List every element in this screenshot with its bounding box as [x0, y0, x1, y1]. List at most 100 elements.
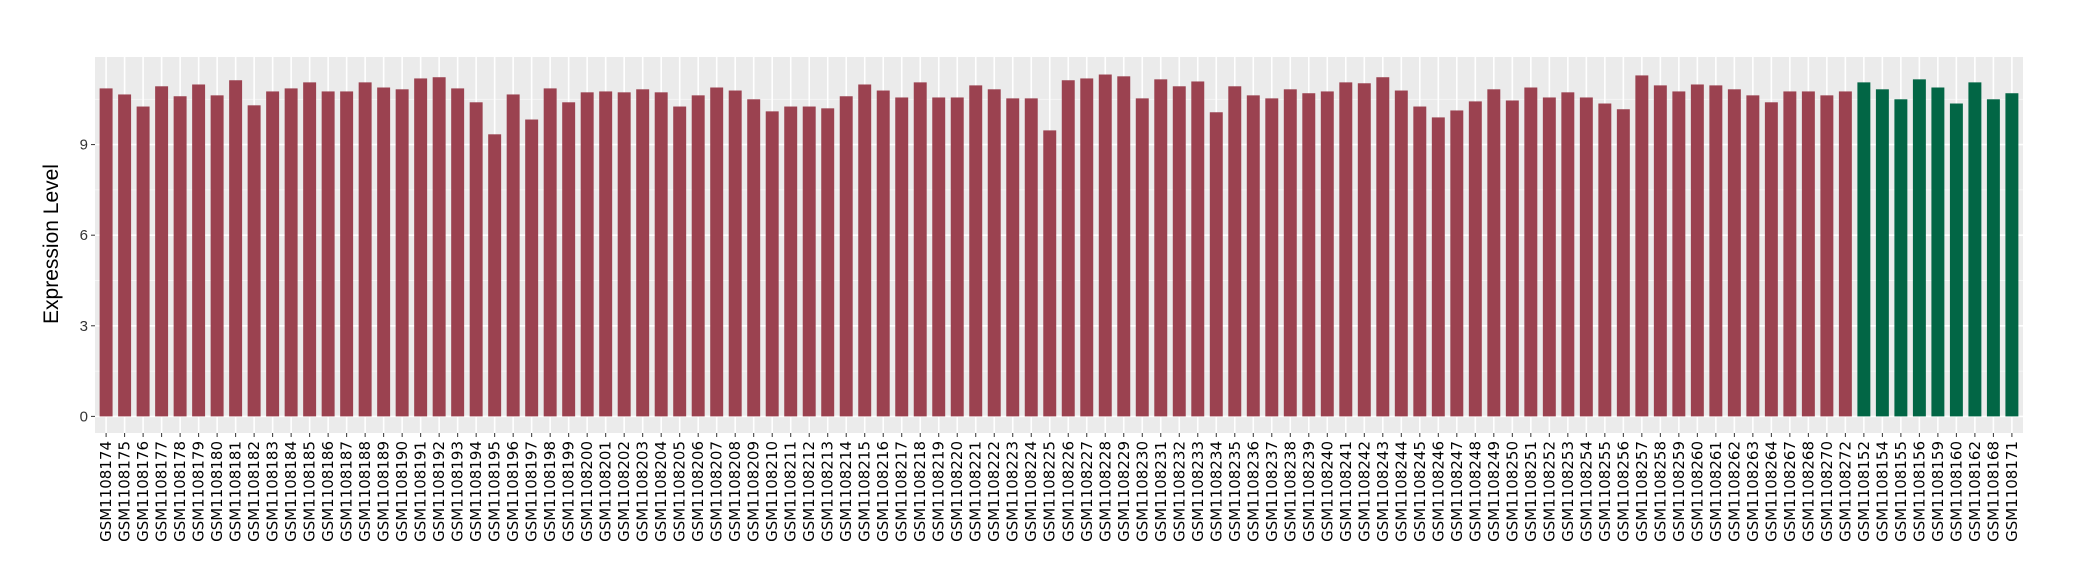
x-tick-label: GSM1108202 — [615, 441, 633, 542]
bar-GSM1108183 — [266, 91, 280, 417]
x-tick-label: GSM1108272 — [1836, 441, 1854, 542]
bar-GSM1108198 — [543, 88, 557, 417]
x-tick-label: GSM1108231 — [1152, 441, 1170, 542]
bar-GSM1108168 — [1986, 99, 2000, 417]
bar-GSM1108227 — [1080, 78, 1094, 417]
bar-GSM1108177 — [155, 86, 169, 417]
x-tick-label: GSM1108250 — [1503, 441, 1521, 542]
x-tick-label: GSM1108234 — [1207, 441, 1225, 542]
x-tick-label: GSM1108192 — [430, 441, 448, 542]
bar-GSM1108175 — [118, 94, 132, 417]
x-tick-label: GSM1108238 — [1281, 441, 1299, 542]
x-tick-label: GSM1108246 — [1429, 441, 1447, 542]
bar-GSM1108261 — [1709, 85, 1723, 417]
x-tick-label: GSM1108261 — [1707, 441, 1725, 542]
bar-GSM1108270 — [1820, 95, 1834, 417]
bar-GSM1108216 — [876, 90, 890, 417]
bar-GSM1108264 — [1764, 102, 1778, 417]
bar-GSM1108182 — [247, 105, 261, 417]
x-tick-label: GSM1108223 — [1004, 441, 1022, 542]
x-tick-label: GSM1108199 — [560, 441, 578, 542]
bar-GSM1108188 — [358, 82, 372, 417]
x-tick-label: GSM1108186 — [319, 441, 337, 542]
x-tick-label: GSM1108258 — [1651, 441, 1669, 542]
x-tick-label: GSM1108195 — [486, 441, 504, 542]
bar-GSM1108252 — [1542, 97, 1556, 417]
bar-GSM1108184 — [284, 88, 298, 417]
x-tick-label: GSM1108198 — [541, 441, 559, 542]
bar-GSM1108199 — [562, 102, 576, 417]
x-tick-label: GSM1108194 — [467, 441, 485, 542]
bar-GSM1108214 — [839, 96, 853, 417]
bar-GSM1108180 — [210, 95, 224, 417]
bar-GSM1108244 — [1394, 90, 1408, 417]
bar-GSM1108152 — [1857, 82, 1871, 417]
x-tick-label: GSM1108253 — [1559, 441, 1577, 542]
bar-GSM1108156 — [1912, 79, 1926, 417]
x-tick-label: GSM1108177 — [153, 441, 171, 542]
bar-GSM1108241 — [1339, 82, 1353, 417]
x-tick-label: GSM1108155 — [1892, 441, 1910, 542]
bar-GSM1108174 — [99, 88, 113, 417]
bar-GSM1108192 — [432, 77, 446, 417]
x-tick-label: GSM1108188 — [356, 441, 374, 542]
bar-GSM1108220 — [950, 97, 964, 417]
x-tick-label: GSM1108236 — [1244, 441, 1262, 542]
bar-GSM1108197 — [525, 119, 539, 417]
x-axis: GSM1108174 GSM1108175 GSM1108176 GSM1108177… — [97, 433, 2021, 542]
bar-GSM1108237 — [1265, 98, 1279, 417]
x-tick-label: GSM1108256 — [1614, 441, 1632, 542]
bar-GSM1108201 — [599, 91, 613, 417]
bar-GSM1108256 — [1616, 109, 1630, 417]
x-tick-label: GSM1108239 — [1300, 441, 1318, 542]
x-tick-label: GSM1108219 — [930, 441, 948, 542]
x-tick-label: GSM1108218 — [911, 441, 929, 542]
x-tick-label: GSM1108255 — [1596, 441, 1614, 542]
bar-GSM1108230 — [1135, 98, 1149, 417]
x-tick-label: GSM1108209 — [745, 441, 763, 542]
bar-GSM1108191 — [414, 78, 428, 417]
bar-GSM1108222 — [987, 89, 1001, 417]
bar-GSM1108194 — [469, 102, 483, 417]
x-tick-label: GSM1108175 — [116, 441, 134, 542]
bar-GSM1108226 — [1061, 80, 1075, 417]
bar-GSM1108250 — [1505, 100, 1519, 417]
bar-GSM1108245 — [1413, 106, 1427, 417]
x-tick-label: GSM1108187 — [338, 441, 356, 542]
bar-GSM1108195 — [488, 134, 502, 417]
bar-GSM1108179 — [192, 84, 206, 417]
x-tick-label: GSM1108181 — [227, 441, 245, 542]
x-tick-label: GSM1108254 — [1577, 441, 1595, 542]
bar-GSM1108200 — [580, 92, 594, 417]
bar-GSM1108205 — [673, 106, 687, 417]
bar-GSM1108258 — [1653, 85, 1667, 417]
x-tick-label: GSM1108216 — [874, 441, 892, 542]
y-tick-label: 9 — [80, 137, 88, 154]
bar-GSM1108206 — [691, 95, 705, 417]
bar-GSM1108240 — [1320, 91, 1334, 417]
x-tick-label: GSM1108174 — [97, 441, 115, 542]
x-tick-label: GSM1108200 — [578, 441, 596, 542]
bar-GSM1108185 — [303, 82, 317, 417]
x-tick-label: GSM1108179 — [190, 441, 208, 542]
bar-GSM1108207 — [710, 87, 724, 417]
x-tick-label: GSM1108249 — [1485, 441, 1503, 542]
x-tick-label: GSM1108205 — [671, 441, 689, 542]
x-tick-label: GSM1108228 — [1096, 441, 1114, 542]
bar-GSM1108208 — [728, 90, 742, 417]
x-tick-label: GSM1108252 — [1540, 441, 1558, 542]
bar-GSM1108211 — [784, 106, 798, 417]
bar-GSM1108178 — [173, 96, 187, 417]
bar-GSM1108218 — [913, 82, 927, 417]
x-tick-label: GSM1108156 — [1910, 441, 1928, 542]
x-tick-label: GSM1108215 — [856, 441, 874, 542]
x-tick-label: GSM1108185 — [301, 441, 319, 542]
bar-GSM1108224 — [1024, 98, 1038, 417]
x-tick-label: GSM1108178 — [171, 441, 189, 542]
bar-GSM1108187 — [340, 91, 354, 417]
x-tick-label: GSM1108232 — [1170, 441, 1188, 542]
bar-GSM1108155 — [1894, 99, 1908, 417]
x-tick-label: GSM1108210 — [763, 441, 781, 542]
bar-GSM1108231 — [1154, 79, 1168, 417]
bar-GSM1108162 — [1968, 82, 1982, 417]
